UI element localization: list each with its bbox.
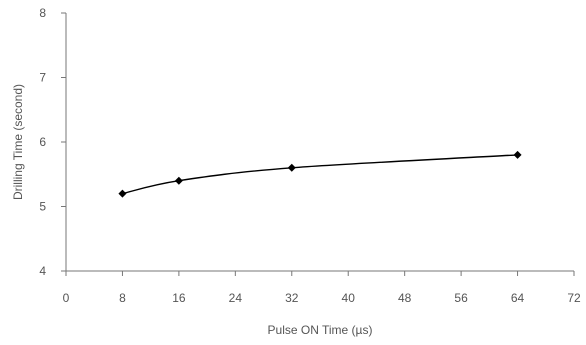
x-tick-label: 32 (285, 291, 299, 305)
y-tick-label: 8 (39, 6, 46, 20)
x-tick-label: 40 (342, 291, 356, 305)
series-group (118, 150, 522, 198)
x-tick-label: 64 (511, 291, 525, 305)
y-tick-label: 4 (39, 264, 46, 278)
data-point-marker (287, 163, 296, 172)
series-line (122, 154, 518, 195)
x-axis-title: Pulse ON Time (µs) (268, 323, 373, 337)
x-tick-label: 48 (398, 291, 412, 305)
data-point-marker (118, 189, 127, 198)
y-tick-label: 7 (39, 71, 46, 85)
y-axis-title: Drilling Time (second) (11, 84, 25, 200)
x-tick-label: 16 (172, 291, 186, 305)
x-tick-label: 0 (63, 291, 70, 305)
x-tick-label: 8 (119, 291, 126, 305)
x-tick-label: 72 (567, 291, 581, 305)
y-axis: 4 5 6 7 8 (39, 6, 67, 278)
data-point-marker (513, 150, 522, 159)
data-point-marker (174, 176, 183, 185)
x-tick-label: 24 (229, 291, 243, 305)
x-tick-label: 56 (454, 291, 468, 305)
y-tick-label: 5 (39, 200, 46, 214)
y-tick-label: 6 (39, 135, 46, 149)
x-axis: 0 8 16 24 32 40 48 56 64 72 (63, 270, 581, 305)
